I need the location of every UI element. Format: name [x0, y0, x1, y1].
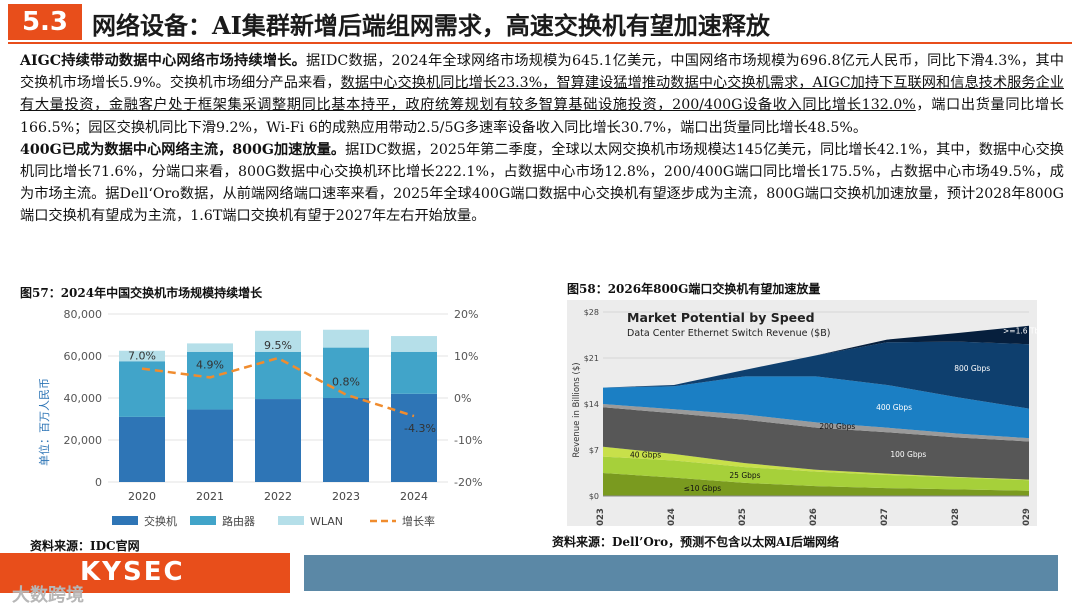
- y-tick-label: $21: [584, 354, 599, 363]
- bar-segment: [391, 393, 437, 482]
- x-tick-label: 2020: [128, 490, 156, 503]
- area-series-label: >=1.6 Tbps: [1003, 327, 1037, 336]
- y2-tick-label: 20%: [454, 308, 478, 321]
- x-tick-label: 2023: [596, 508, 606, 526]
- x-tick-label: 2023: [332, 490, 360, 503]
- x-tick-label: 2029: [1022, 508, 1032, 526]
- bar-segment: [255, 399, 301, 482]
- bar-segment: [187, 351, 233, 410]
- growth-rate-line: [141, 356, 415, 418]
- y-tick-label: 40,000: [64, 392, 103, 405]
- bar-segment: [323, 398, 369, 482]
- area-series-label: 200 Gbps: [819, 422, 855, 431]
- area-series: [603, 404, 1029, 442]
- area-series: [603, 473, 1029, 496]
- y2-tick-label: -10%: [454, 434, 482, 447]
- figure57-source: 资料来源：IDC官网: [30, 539, 140, 553]
- area-series: [603, 376, 1029, 439]
- x-tick-label: 2022: [264, 490, 292, 503]
- y2-tick-label: 0%: [454, 392, 471, 405]
- paragraph-1-underlined: 数据中心交换机同比增长23.3%，智算建设猛增推动数据中心交换机需求，AIGC加…: [20, 75, 1064, 114]
- paragraph-1: AIGC持续带动数据中心网络市场持续增长。据IDC数据，2024年全球网络市场规…: [20, 50, 1064, 139]
- paragraph-1-lead: AIGC持续带动数据中心网络市场持续增长。: [20, 53, 307, 69]
- figure58-title: 图58：2026年800G端口交换机有望加速放量: [567, 282, 821, 296]
- footer-band: [304, 555, 1058, 591]
- x-tick-label: 2025: [738, 508, 748, 526]
- bar-segment: [323, 347, 369, 398]
- y-tick-label: $14: [584, 400, 599, 409]
- bar-segment: [255, 330, 301, 352]
- area-series-label: 25 Gbps: [729, 471, 760, 480]
- bar-segment: [391, 351, 437, 394]
- paragraph-1-text: 据IDC数据，2024年全球网络市场规模为645.1亿美元，中国网络市场规模为6…: [20, 53, 1064, 92]
- y-tick-label: 80,000: [64, 308, 103, 321]
- figure58-inner-title: Market Potential by Speed: [627, 310, 815, 325]
- area-series-label: ≤10 Gbps: [684, 484, 722, 493]
- y-tick-label: $7: [589, 446, 599, 455]
- slide-header: 5.3 网络设备：AI集群新增后端组网需求，高速交换机有望加速释放: [0, 0, 1080, 46]
- growth-rate-label: 0.8%: [332, 376, 360, 389]
- paragraph-2: 400G已成为数据中心网络主流，800G加速放量。据IDC数据，2025年第二季…: [20, 139, 1064, 228]
- legend-swatch: [190, 516, 216, 525]
- legend-label: WLAN: [310, 515, 343, 528]
- x-tick-label: 2024: [667, 508, 677, 526]
- figure58-inner-subtitle: Data Center Ethernet Switch Revenue ($B): [627, 328, 830, 339]
- bar-segment: [187, 409, 233, 482]
- bar-segment: [391, 336, 437, 352]
- y-tick-label: 20,000: [64, 434, 103, 447]
- growth-rate-label: -4.3%: [404, 422, 436, 435]
- brand-logo-text: KYSEC: [80, 557, 185, 587]
- legend-label: 路由器: [222, 514, 255, 528]
- watermark: 大数跨境: [12, 585, 84, 606]
- y2-tick-label: -20%: [454, 476, 482, 489]
- y-tick-label: $28: [584, 308, 599, 317]
- x-tick-label: 2027: [880, 508, 890, 526]
- paragraph-2-lead: 400G已成为数据中心网络主流，800G加速放量。: [20, 141, 346, 158]
- section-number: 5.3: [8, 4, 82, 40]
- x-tick-label: 2028: [951, 508, 961, 526]
- brand-logo: KYSEC: [0, 553, 290, 593]
- area-series-label: 400 Gbps: [876, 403, 912, 412]
- bar-segment: [323, 329, 369, 348]
- slide-title: 网络设备：AI集群新增后端组网需求，高速交换机有望加速释放: [92, 11, 770, 40]
- paragraph-1-end: ，端口出货量同比增长166.5%；园区交换机同比下滑9.2%，Wi-Fi 6的成…: [20, 97, 1064, 136]
- area-series: [603, 407, 1029, 480]
- growth-rate-label: 9.5%: [264, 339, 292, 352]
- x-tick-label: 2024: [400, 490, 428, 503]
- area-series: [603, 456, 1029, 491]
- area-series-label: 100 Gbps: [890, 450, 926, 459]
- bar-segment: [187, 343, 233, 352]
- y-tick-label: $0: [589, 492, 599, 501]
- legend-swatch: [112, 516, 138, 525]
- area-series-label: 800 Gbps: [954, 364, 990, 373]
- figure58-chart: Market Potential by Speed Data Center Et…: [572, 308, 1037, 526]
- x-tick-label: 2026: [809, 508, 819, 526]
- growth-rate-label: 4.9%: [196, 358, 224, 371]
- area-series: [603, 341, 1029, 409]
- area-series-label: 40 Gbps: [630, 451, 661, 460]
- bar-segment: [119, 350, 165, 362]
- legend-label: 增长率: [402, 514, 435, 528]
- area-series: [603, 325, 1029, 388]
- figure58-y-label: Revenue in Billions ($): [572, 362, 582, 457]
- figure57-title: 图57：2024年中国交换机市场规模持续增长: [20, 286, 263, 300]
- title-divider: [8, 42, 1072, 44]
- body-text: AIGC持续带动数据中心网络市场持续增长。据IDC数据，2024年全球网络市场规…: [20, 50, 1064, 228]
- growth-rate-label: 7.0%: [128, 350, 156, 363]
- y-tick-label: 60,000: [64, 350, 103, 363]
- footer: KYSEC 大数跨境: [0, 553, 1080, 608]
- paragraph-2-text: 据IDC数据，2025年第二季度，全球以太网交换机市场规模达145亿美元，同比增…: [20, 141, 1064, 225]
- x-tick-label: 2021: [196, 490, 224, 503]
- bar-segment: [255, 351, 301, 400]
- figure57-chart: 单位：百万人民币 7.0% 4.9% 9.5% 0.8% -4.3% 0 20,000 40…: [37, 308, 482, 528]
- legend-swatch: [278, 516, 304, 525]
- figure57-y-label: 单位：百万人民币: [37, 378, 51, 466]
- figure58-source: 资料来源：Dell’Oro，预测不包含以太网AI后端网络: [552, 535, 840, 549]
- legend-label: 交换机: [144, 514, 177, 528]
- y2-tick-label: 10%: [454, 350, 478, 363]
- bar-segment: [119, 416, 165, 482]
- y-tick-label: 0: [95, 476, 102, 489]
